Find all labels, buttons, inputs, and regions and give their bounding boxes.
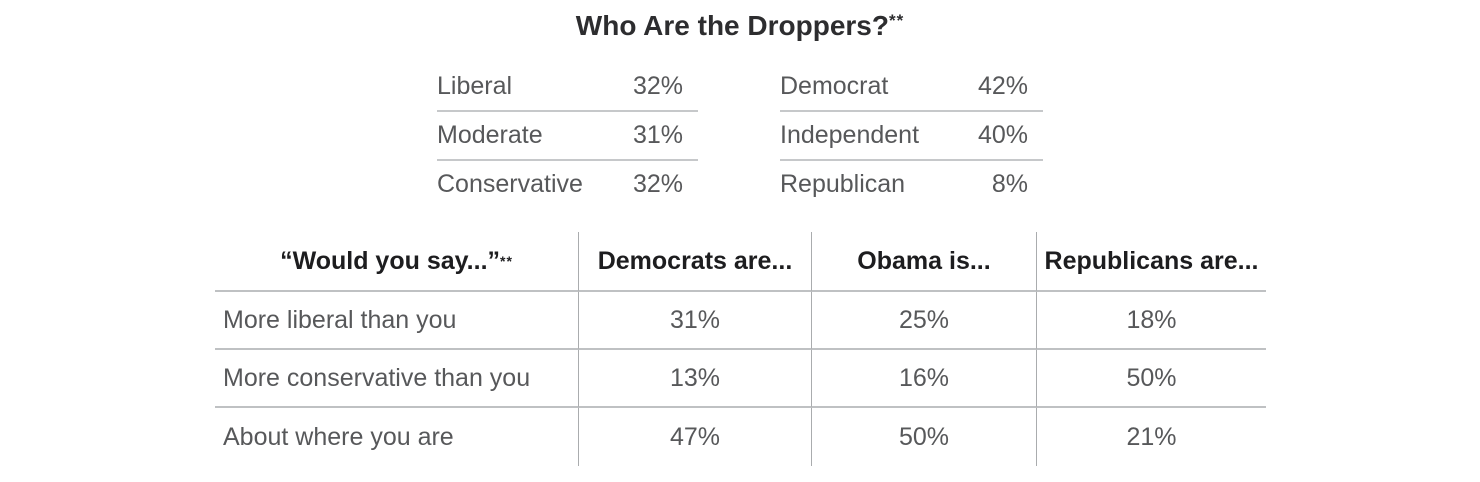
row-label: Moderate — [437, 121, 543, 149]
column-header-democrats: Democrats are... — [579, 232, 812, 292]
row-label: More liberal than you — [215, 292, 579, 350]
table-row: Democrat 42% — [780, 63, 1043, 112]
cell-value: 50% — [1037, 350, 1266, 408]
ideology-table: Liberal 32% Moderate 31% Conservative 32… — [437, 63, 698, 208]
row-label: More conservative than you — [215, 350, 579, 408]
row-label: Democrat — [780, 72, 889, 100]
cell-value: 18% — [1037, 292, 1266, 350]
corner-header: “Would you say...” ** — [215, 232, 579, 292]
title-footnote-marker: ** — [888, 11, 905, 30]
column-header-republicans: Republicans are... — [1037, 232, 1266, 292]
cell-value: 13% — [579, 350, 812, 408]
comparison-table: “Would you say...” ** Democrats are... Ob… — [215, 232, 1266, 466]
row-value: 31% — [632, 121, 683, 149]
corner-footnote-marker: ** — [500, 253, 513, 269]
row-value: 8% — [991, 170, 1028, 198]
cell-value: 47% — [579, 408, 812, 466]
cell-value: 50% — [812, 408, 1037, 466]
row-value: 40% — [977, 121, 1028, 149]
party-table: Democrat 42% Independent 40% Republican … — [780, 63, 1043, 208]
row-label: Liberal — [437, 72, 513, 100]
table-row: Conservative 32% — [437, 161, 698, 208]
row-label: About where you are — [215, 408, 579, 466]
cell-value: 31% — [579, 292, 812, 350]
row-label: Conservative — [437, 170, 583, 198]
cell-value: 25% — [812, 292, 1037, 350]
row-value: 42% — [977, 72, 1028, 100]
page-title: Who Are the Droppers?** — [0, 10, 1480, 42]
row-label: Republican — [780, 170, 906, 198]
table-row: Republican 8% — [780, 161, 1043, 208]
row-label: Independent — [780, 121, 920, 149]
row-value: 32% — [632, 170, 683, 198]
cell-value: 21% — [1126, 422, 1177, 451]
corner-header-text: “Would you say...” — [280, 246, 501, 275]
cell-value: 16% — [812, 350, 1037, 408]
page-title-text: Who Are the Droppers? — [575, 10, 889, 41]
table-row: Moderate 31% — [437, 112, 698, 161]
column-header-obama: Obama is... — [812, 232, 1037, 292]
table-row: Independent 40% — [780, 112, 1043, 161]
table-row: Liberal 32% — [437, 63, 698, 112]
row-value: 32% — [632, 72, 683, 100]
